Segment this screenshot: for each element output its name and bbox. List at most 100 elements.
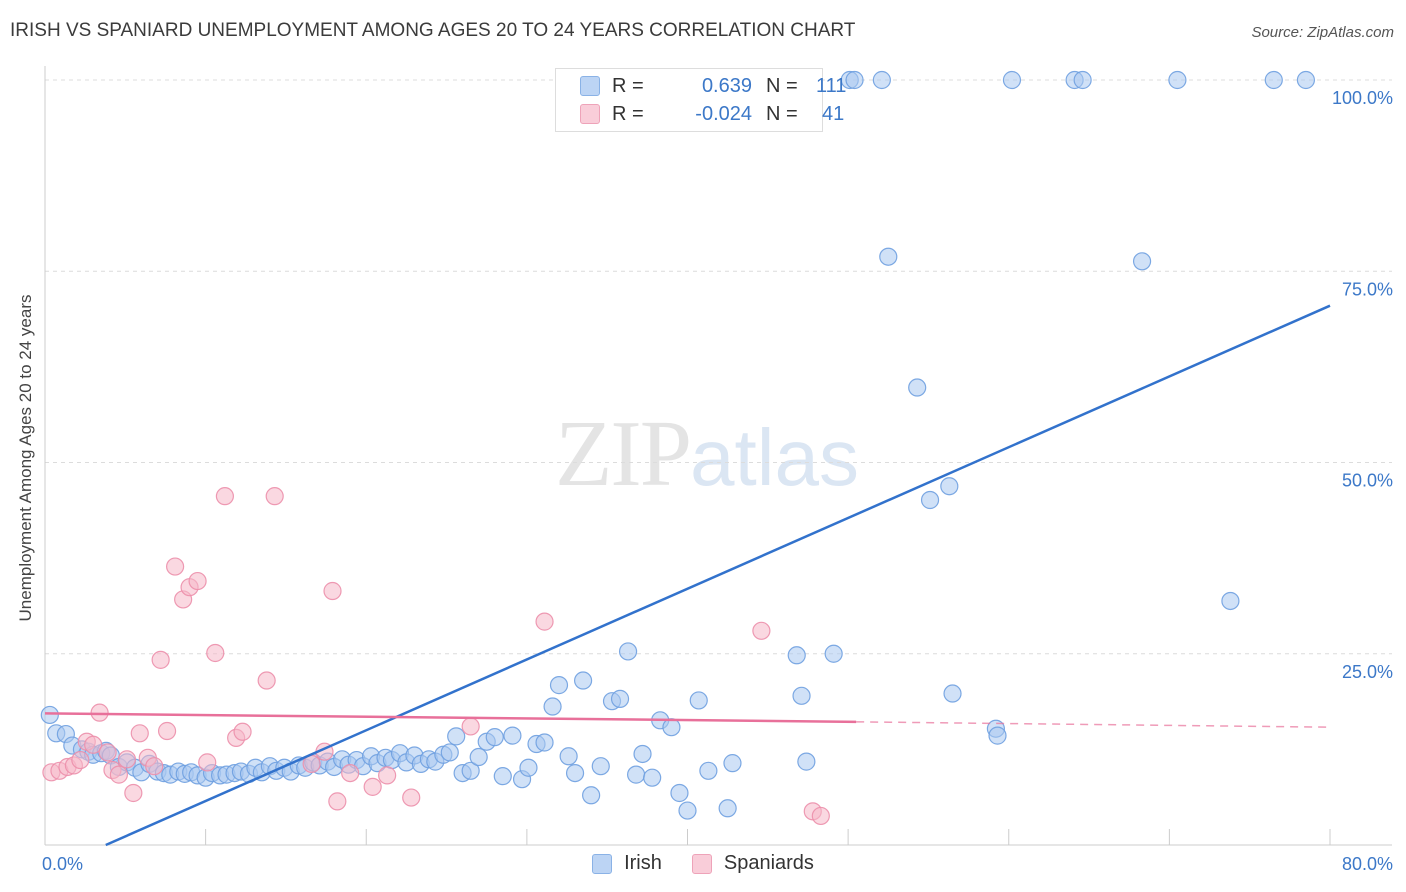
- spaniards-point: [117, 750, 137, 769]
- irish-point: [469, 747, 488, 767]
- irish-point: [670, 783, 689, 803]
- spaniards-point: [257, 671, 276, 690]
- irish-point: [626, 765, 646, 784]
- y-axis-label: Unemployment Among Ages 20 to 24 years: [16, 294, 35, 622]
- spaniards-point: [752, 621, 771, 640]
- spaniards-point: [71, 750, 90, 770]
- spaniards-point: [98, 743, 117, 762]
- spaniards-point: [124, 783, 143, 803]
- data-points: [40, 70, 1316, 826]
- x-tick-label-max: 80.0%: [1342, 854, 1393, 874]
- irish-swatch: [580, 76, 600, 96]
- correlation-legend: R = 0.639 N = 111 R = -0.024 N = 41: [555, 68, 846, 132]
- spaniards-point: [151, 650, 170, 669]
- spaniards-trend-line-extension: [856, 721, 1331, 728]
- legend-irish-label: Irish: [624, 852, 662, 874]
- irish-point: [591, 757, 610, 776]
- irish-point: [1002, 70, 1022, 90]
- irish-point: [573, 671, 593, 690]
- irish-point: [1221, 591, 1240, 611]
- irish-point: [723, 754, 742, 773]
- spaniards-point: [109, 765, 128, 784]
- legend-item-spaniards: Spaniards: [691, 852, 814, 875]
- spaniards-point: [323, 581, 342, 601]
- source-label: Source: ZipAtlas.com: [1251, 24, 1394, 41]
- spaniards-point: [198, 753, 217, 772]
- irish-point: [565, 763, 585, 783]
- spaniards-point: [378, 766, 397, 785]
- spaniards-point: [402, 788, 421, 807]
- legend-item-irish: Irish: [592, 852, 662, 875]
- irish-point: [718, 799, 737, 818]
- y-tick-label: 25.0%: [1342, 662, 1393, 682]
- irish-trend-line: [105, 304, 1331, 847]
- irish-point: [678, 801, 697, 820]
- irish-point: [943, 684, 962, 703]
- irish-point: [519, 758, 538, 777]
- legend-spaniards-swatch: [691, 853, 712, 874]
- spaniards-n-value: 41: [822, 102, 845, 125]
- irish-n-value: 111: [816, 74, 847, 97]
- chart-title: IRISH VS SPANIARD UNEMPLOYMENT AMONG AGE…: [10, 20, 856, 41]
- spaniards-point: [157, 721, 177, 741]
- spaniards-point: [535, 612, 554, 631]
- irish-point: [1296, 70, 1316, 90]
- spaniards-point: [233, 722, 252, 741]
- spaniards-point: [188, 571, 207, 591]
- irish-point: [824, 644, 843, 663]
- x-tick-label-min: 0.0%: [42, 854, 83, 874]
- legend-spaniards-label: Spaniards: [723, 852, 814, 874]
- irish-point: [543, 697, 562, 716]
- spaniards-r-label: R =: [612, 102, 644, 125]
- irish-point: [689, 691, 708, 710]
- irish-r-value: 0.639: [701, 74, 752, 97]
- spaniards-n-label: N =: [766, 102, 798, 125]
- irish-point: [643, 768, 662, 787]
- spaniards-point: [206, 643, 225, 663]
- irish-point: [845, 70, 864, 90]
- irish-point: [699, 761, 718, 780]
- irish-point: [549, 676, 569, 695]
- legend-row-irish: R = 0.639 N = 111: [580, 73, 846, 99]
- spaniards-point: [215, 487, 234, 506]
- irish-point: [633, 744, 652, 764]
- y-tick-label: 75.0%: [1342, 279, 1393, 299]
- irish-point: [485, 728, 504, 747]
- spaniards-point: [90, 703, 109, 722]
- watermark: ZIPatlas: [555, 400, 859, 508]
- irish-point: [1264, 70, 1283, 90]
- irish-point: [988, 726, 1007, 745]
- irish-point: [872, 70, 891, 90]
- tick-labels: 100.0% 75.0% 50.0% 25.0% 0.0% 80.0%: [42, 88, 1393, 874]
- irish-point: [503, 726, 522, 745]
- spaniards-point: [811, 806, 830, 826]
- spaniards-r-value: -0.024: [695, 102, 752, 125]
- irish-point: [797, 752, 816, 771]
- irish-point: [920, 490, 940, 510]
- legend-row-spaniards: R = -0.024 N = 41: [580, 101, 844, 127]
- irish-point: [1168, 70, 1187, 90]
- irish-point: [582, 786, 601, 805]
- irish-point: [1073, 70, 1092, 90]
- irish-point: [787, 646, 806, 665]
- y-tick-label: 100.0%: [1332, 88, 1393, 108]
- irish-point: [879, 247, 898, 266]
- irish-point: [40, 705, 59, 725]
- irish-point: [940, 477, 959, 496]
- spaniards-point: [166, 557, 185, 576]
- irish-point: [618, 642, 638, 661]
- spaniards-point: [461, 717, 480, 736]
- spaniards-trend-line: [44, 712, 857, 724]
- y-tick-label: 50.0%: [1342, 471, 1393, 491]
- irish-point: [535, 733, 554, 752]
- watermark-zip: ZIP: [555, 402, 692, 506]
- spaniards-point: [130, 724, 149, 743]
- spaniards-point: [328, 792, 347, 811]
- irish-point: [610, 689, 630, 708]
- irish-point: [461, 761, 480, 780]
- irish-point: [662, 718, 681, 737]
- spaniards-point: [363, 777, 382, 796]
- trend-lines: [44, 304, 1331, 847]
- spaniards-point: [265, 487, 284, 506]
- spaniards-point: [341, 763, 360, 783]
